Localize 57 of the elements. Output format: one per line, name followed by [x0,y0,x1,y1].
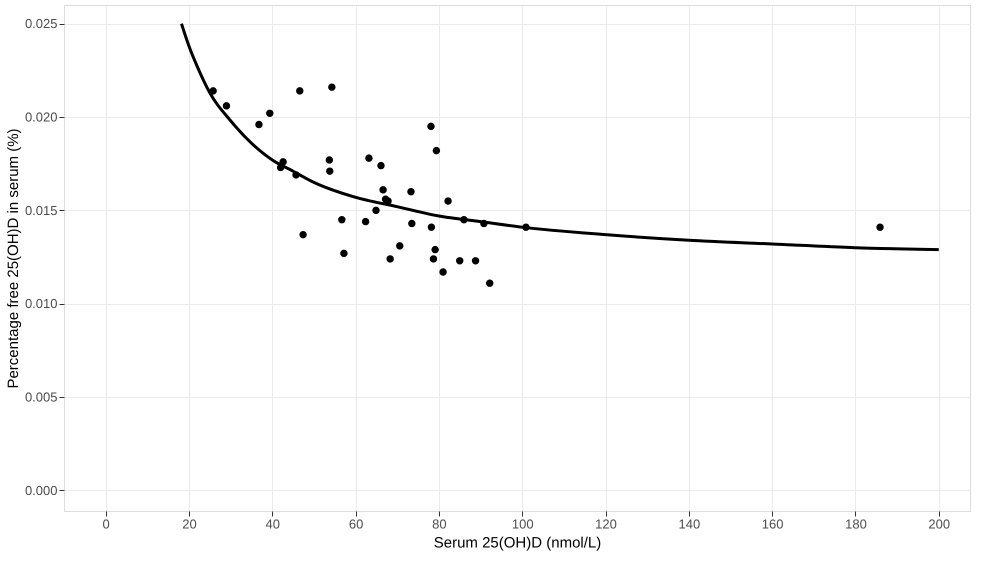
x-tick-label: 40 [266,516,280,532]
point [362,218,370,226]
point [326,156,334,164]
x-tick-label: 60 [348,516,364,532]
point [379,186,387,194]
point [222,102,230,110]
point [876,223,884,231]
point [456,257,464,264]
point [386,255,394,263]
point [427,122,435,130]
point [296,87,304,95]
point [377,162,385,170]
x-tick-label: 0 [102,516,110,532]
point [292,171,300,179]
point [480,220,488,228]
x-tick-label: 20 [182,516,197,532]
point [407,188,415,196]
x-axis-title: Serum 25(OH)D (nmol/L) [434,534,602,552]
point [472,257,480,264]
point [328,83,336,91]
y-tick-label: 0.020 [24,110,58,125]
x-tick-label: 200 [928,516,950,532]
point [522,223,530,231]
x-tick-label: 80 [432,516,447,532]
point [444,197,452,205]
point [408,220,416,228]
point [396,242,404,250]
point [486,280,494,287]
point [430,255,438,263]
point [428,223,436,231]
point [431,246,439,254]
x-tick-label: 180 [845,516,867,532]
point [299,230,307,238]
x-tick-label: 140 [678,516,700,532]
x-tick-label: 120 [595,516,617,532]
point [365,154,373,162]
point [255,120,263,128]
x-tick-label: 160 [762,516,784,532]
point [439,268,447,276]
point [266,110,274,117]
y-tick-label: 0.005 [24,390,58,405]
point [209,87,217,95]
y-tick-label: 0.000 [24,482,58,498]
point [326,167,334,175]
point [372,206,380,214]
x-tick-label: 100 [512,516,534,532]
point [340,250,348,258]
point [432,146,440,154]
line-series [180,22,940,252]
point [384,197,392,205]
y-axis-title: Percentage free 25(OH)D in serum (%) [4,128,22,389]
point [338,216,346,224]
y-tick-label: 0.010 [24,296,58,312]
point [460,216,468,224]
y-tick-label: 0.025 [24,16,58,32]
y-tick-label: 0.015 [24,202,58,218]
point [279,158,287,166]
